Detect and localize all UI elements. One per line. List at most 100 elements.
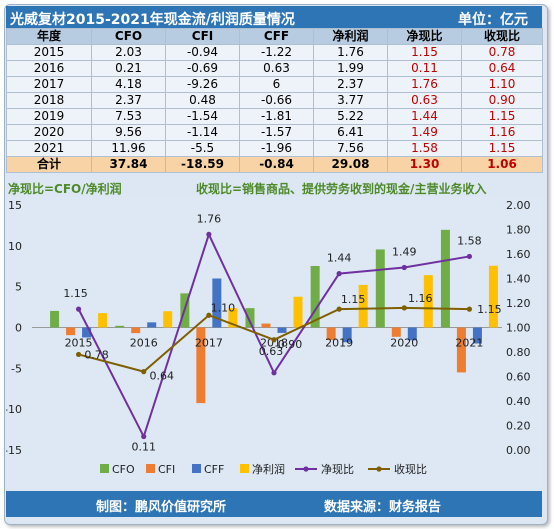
table-cell: 0.48: [165, 92, 240, 109]
right-axis-tick-label: 1.60: [506, 248, 531, 261]
table-cell: 1.76: [387, 76, 462, 93]
right-axis-tick-label: 1.00: [506, 322, 531, 335]
table-cell: 1.30: [387, 156, 462, 173]
bar-CFF: [212, 278, 222, 328]
bar-净利润: [293, 296, 303, 328]
point-收现比: [75, 351, 82, 358]
point-收现比: [401, 305, 407, 311]
table-row: 2020 9.56 -1.14 -1.57 6.41 1.49 1.16: [6, 124, 543, 141]
footer-bar: 制图：鹏风价值研究所 数据来源：财务报告: [6, 491, 542, 517]
bar-CFI: [196, 327, 206, 404]
legend-label-CFO: CFO: [112, 463, 135, 476]
bar-净利润: [488, 265, 498, 328]
table-cell: 2021: [6, 140, 92, 157]
table-cell: 7.56: [313, 140, 388, 157]
point-收现比: [271, 337, 277, 343]
table-row: 2019 7.53 -1.54 -1.81 5.22 1.44 1.15: [6, 108, 543, 125]
table-cell: -0.69: [165, 60, 240, 77]
table-header-cell: 净利润: [313, 28, 388, 45]
legend-swatch-CFI: [146, 464, 155, 473]
bar-CFF: [342, 327, 352, 343]
data-label-净现比: 1.44: [327, 252, 352, 265]
table-cell: 0.90: [461, 92, 543, 109]
point-收现比: [141, 369, 147, 375]
table-cell: 2.37: [91, 92, 166, 109]
bar-CFF: [277, 327, 287, 333]
right-axis-tick-label: 0.00: [506, 444, 531, 457]
table-row: 2017 4.18 -9.26 6 2.37 1.76 1.10: [6, 76, 543, 93]
table-row: 2021 11.96 -5.5 -1.96 7.56 1.58 1.15: [6, 140, 543, 157]
right-axis-tick-label: 0.60: [506, 371, 531, 384]
data-label-净现比: 1.58: [457, 234, 482, 247]
table-cell: 2015: [6, 44, 92, 61]
data-label-收现比: 1.16: [408, 292, 433, 305]
table-header-row: 年度 CFO CFI CFF 净利润 净现比 收现比: [6, 28, 543, 45]
legend-label-CFI: CFI: [158, 463, 175, 476]
table-cell: 0.63: [239, 60, 314, 77]
cash-sales-ratio-note: 收现比=销售商品、提供劳务收到的现金/主营业务收入: [196, 182, 487, 196]
data-label-收现比: 0.78: [84, 348, 109, 361]
data-source: 数据来源：财务报告: [324, 500, 442, 515]
point-收现比: [336, 306, 342, 312]
x-axis-tick-label: 2021: [455, 337, 483, 350]
data-label-收现比: 1.15: [341, 293, 366, 306]
data-label-净现比: 1.49: [392, 245, 417, 258]
table-row: 2015 2.03 -0.94 -1.22 1.76 1.15 0.78: [6, 44, 543, 61]
table-cell: -18.59: [165, 156, 240, 173]
x-axis-tick-label: 2018: [260, 337, 288, 350]
table-cell: 1.44: [387, 108, 462, 125]
data-label-净现比: 0.63: [259, 345, 284, 358]
data-label-净现比: 1.15: [63, 287, 88, 300]
table-header-cell: 年度: [6, 28, 92, 45]
right-axis-tick-label: 0.80: [506, 346, 531, 359]
bar-CFO: [310, 266, 320, 328]
legend-swatch-CFO: [100, 464, 109, 473]
table-cell: 2018: [6, 92, 92, 109]
bar-CFI: [326, 327, 336, 341]
right-axis-tick-label: 1.20: [506, 297, 531, 310]
point-净现比: [141, 433, 147, 440]
bar-净利润: [423, 275, 433, 328]
formula-notes: 净现比=CFO/净利润 收现比=销售商品、提供劳务收到的现金/主营业务收入: [6, 180, 542, 196]
table-cell: 5.22: [313, 108, 388, 125]
legend-marker-净现比: [303, 466, 309, 472]
point-收现比: [206, 312, 212, 318]
x-axis-tick-label: 2016: [130, 337, 158, 350]
x-axis-tick-label: 2015: [65, 337, 93, 350]
table-cell: 2016: [6, 60, 92, 77]
combo-chart: 15 10 5 0 -5 -10 -15 2.00 1.80 1.60 1.40 1.20 1.00 0.…: [4, 199, 531, 476]
legend-swatch-CFF: [192, 464, 201, 473]
right-axis-tick-label: 0.20: [506, 420, 531, 433]
bar-CFO: [115, 325, 125, 328]
table-cell: 1.76: [313, 44, 388, 61]
data-label-收现比: 1.10: [211, 301, 236, 314]
table-header-cell: CFI: [165, 28, 240, 45]
table-cell: -1.54: [165, 108, 240, 125]
data-label-净现比: 1.76: [197, 212, 222, 225]
bar-CFO: [440, 229, 450, 328]
bar-CFI: [391, 327, 401, 337]
bar-CFI: [131, 327, 141, 334]
bar-CFI: [66, 327, 76, 336]
left-axis-tick-label: -5: [11, 362, 22, 375]
table-cell: 0.64: [461, 60, 543, 77]
table-cell: 2020: [6, 124, 92, 141]
table-cell: 1.15: [461, 108, 543, 125]
table-cell: 9.56: [91, 124, 166, 141]
table-cell: 0.11: [387, 60, 462, 77]
legend-label-收现比: 收现比: [394, 462, 427, 476]
data-table: 年度 CFO CFI CFF 净利润 净现比 收现比 2015 2.03 -0.94…: [6, 28, 543, 173]
right-axis-tick-label: 2.00: [506, 199, 531, 212]
page-title: 光威复材2015-2021年现金流/利润质量情况: [10, 12, 295, 28]
table-cell: -1.57: [239, 124, 314, 141]
table-cell: 3.77: [313, 92, 388, 109]
table-row: 2018 2.37 0.48 -0.66 3.77 0.63 0.90: [6, 92, 543, 109]
table-cell: -0.84: [239, 156, 314, 173]
bar-CFI: [456, 327, 466, 373]
unit-label: 单位：亿元: [458, 12, 528, 28]
legend-marker-收现比: [376, 466, 382, 472]
legend-swatch-净利润: [240, 464, 249, 473]
table-cell: 1.99: [313, 60, 388, 77]
bar-CFI: [261, 323, 271, 328]
table-cell: 1.06: [461, 156, 543, 173]
